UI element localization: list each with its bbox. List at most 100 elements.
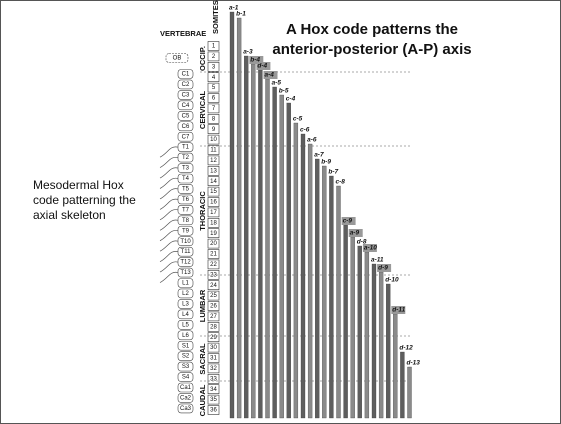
vertebra-label: C4 [182, 103, 190, 109]
vertebra-label: Ca2 [180, 396, 192, 402]
gene-label: b-9 [321, 159, 331, 166]
vertebra-label: S4 [182, 375, 190, 381]
vertebra-label: C2 [182, 82, 190, 88]
vertebra-label: T3 [182, 166, 190, 172]
hox-bar [301, 134, 305, 418]
gene-label: c-8 [336, 179, 346, 186]
somite-number: 22 [210, 262, 217, 268]
hox-bar [400, 352, 404, 418]
gene-label: b-1 [236, 11, 246, 18]
region-label: CERVICAL [198, 90, 207, 129]
hox-bar [337, 186, 341, 418]
vertebra-label: S3 [182, 364, 190, 370]
hox-bar [280, 95, 284, 418]
vertebra-label: T11 [181, 249, 192, 255]
vertebra-label: C5 [182, 113, 190, 119]
vertebra-label: T10 [180, 239, 191, 245]
somite-number: 35 [210, 397, 217, 403]
region-label: THORACIC [198, 191, 207, 231]
vertebra-label: L6 [182, 333, 189, 339]
hox-bar [273, 87, 277, 418]
hox-bar [322, 166, 326, 418]
vertebra-label: S1 [182, 343, 190, 349]
vertebra-label: C6 [182, 124, 190, 130]
somite-number: 15 [210, 189, 217, 195]
somite-number: 36 [210, 408, 217, 414]
vertebra-label: T6 [182, 197, 190, 203]
hox-bar [287, 103, 291, 418]
vertebra-label: T13 [180, 270, 191, 276]
gene-label: d-4 [257, 63, 267, 70]
vertebra-label: T1 [182, 145, 190, 151]
title-line-1: A Hox code patterns the [286, 21, 458, 38]
gene-label: c-5 [293, 116, 303, 123]
somite-number: 29 [210, 335, 217, 341]
vertebra-label: Ca1 [180, 385, 192, 391]
somite-number: 16 [210, 200, 217, 206]
hox-bar [393, 314, 397, 418]
hox-bar [379, 272, 383, 418]
vertebra-label: Ca3 [180, 406, 192, 412]
somite-number: 18 [210, 220, 217, 226]
hox-bar [244, 56, 248, 418]
vertebra-label: C1 [182, 72, 190, 78]
vertebra-label: L4 [182, 312, 189, 318]
gene-label: b-7 [328, 169, 338, 176]
somites-label: SOMITES [211, 0, 220, 34]
side-text-2: code patterning the [33, 193, 136, 207]
gene-label: d-11 [392, 307, 405, 314]
somite-number: 14 [210, 179, 217, 185]
somite-number: 13 [210, 168, 217, 174]
somite-number: 25 [210, 293, 217, 299]
side-text-3: axial skeleton [33, 208, 106, 222]
region-label: CAUDAL [198, 384, 207, 416]
vertebra-label: L1 [182, 281, 189, 287]
hox-bar [386, 284, 390, 418]
vertebra-label: C3 [182, 92, 190, 98]
somite-number: 32 [210, 366, 217, 372]
hox-bar [329, 176, 333, 418]
vertebra-label: T4 [182, 176, 190, 182]
gene-label: c-6 [300, 127, 310, 134]
somite-number: 31 [210, 356, 217, 362]
somite-number: 24 [210, 283, 217, 289]
title-line-2: anterior-posterior (A-P) axis [272, 41, 471, 58]
somite-number: 17 [210, 210, 217, 216]
somite-number: 33 [210, 376, 217, 382]
region-label: LUMBAR [198, 289, 207, 322]
vertebra-label: OB [173, 56, 182, 62]
gene-label: a-6 [307, 137, 317, 144]
vertebra-label: L5 [182, 322, 189, 328]
vertebra-label: L3 [182, 301, 189, 307]
gene-label: a-4 [265, 72, 275, 79]
vertebra-label: T9 [182, 228, 190, 234]
somite-number: 10 [210, 137, 217, 143]
gene-label: d-12 [399, 345, 413, 352]
gene-label: c-4 [286, 96, 296, 103]
vertebra-label: T2 [182, 155, 190, 161]
hox-bar [230, 12, 234, 418]
hox-bar [237, 18, 241, 418]
somite-number: 27 [210, 314, 217, 320]
gene-label: a-5 [272, 80, 282, 87]
somite-number: 19 [210, 231, 217, 237]
hox-bar [258, 70, 262, 418]
vertebra-label: T12 [180, 260, 191, 266]
hox-bar [372, 264, 376, 418]
region-label: SACRAL [198, 343, 207, 375]
gene-label: c-9 [343, 218, 353, 225]
hox-bar [266, 79, 270, 418]
hox-bar [308, 144, 312, 418]
gene-label: d-13 [407, 360, 421, 367]
somite-number: 28 [210, 324, 217, 330]
gene-label: d-10 [385, 277, 399, 284]
gene-label: a-10 [364, 245, 377, 252]
hox-bar [251, 64, 255, 418]
hox-bar [344, 225, 348, 418]
hox-bar [408, 367, 412, 418]
vertebra-label: T8 [182, 218, 190, 224]
gene-label: a-9 [350, 230, 360, 237]
side-text-1: Mesodermal Hox [33, 178, 124, 192]
gene-label: b-5 [279, 88, 289, 95]
gene-label: a-3 [243, 49, 253, 56]
